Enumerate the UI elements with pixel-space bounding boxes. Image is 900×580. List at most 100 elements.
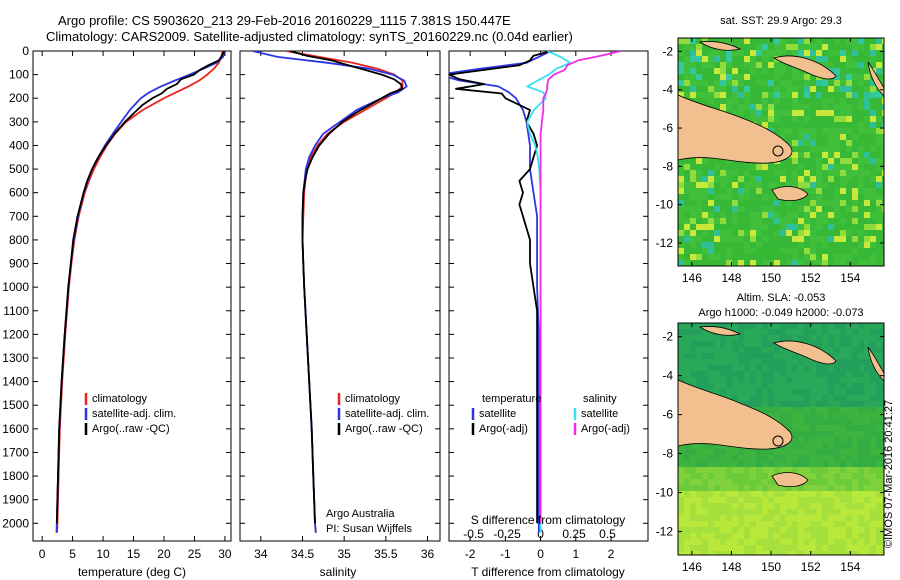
map-cell — [864, 365, 870, 371]
map-cell — [882, 134, 884, 140]
map-cell — [828, 158, 834, 164]
map-cell — [768, 188, 774, 194]
map-cell — [816, 401, 822, 407]
map-cell — [708, 230, 714, 236]
map-cell — [738, 86, 744, 92]
map-cell — [864, 110, 870, 116]
x-tick-label: 1 — [572, 547, 579, 561]
map-cell — [702, 260, 708, 266]
map-cell — [828, 365, 834, 371]
map-cell — [816, 365, 822, 371]
map-cell — [846, 212, 852, 218]
map-cell — [744, 260, 750, 266]
map-cell — [762, 347, 768, 353]
map-cell — [864, 401, 870, 407]
map-cell — [816, 341, 822, 347]
map-cell — [702, 44, 708, 50]
map-cell — [852, 467, 858, 473]
map-cell — [792, 551, 798, 555]
map-cell — [798, 455, 804, 461]
map-cell — [864, 449, 870, 455]
map-cell — [840, 347, 846, 353]
map-cell — [750, 176, 756, 182]
map-cell — [834, 230, 840, 236]
map-cell — [816, 371, 822, 377]
map-cell — [864, 341, 870, 347]
map-cell — [828, 200, 834, 206]
map-cell — [852, 329, 858, 335]
map-cell — [798, 230, 804, 236]
map-cell — [876, 413, 882, 419]
map-cell — [738, 212, 744, 218]
map-cell — [816, 230, 822, 236]
map-cell — [738, 230, 744, 236]
map-cell — [690, 230, 696, 236]
map-cell — [882, 479, 884, 485]
map-cell — [822, 62, 828, 68]
map-cell — [852, 230, 858, 236]
map-cell — [714, 164, 720, 170]
x-tick-label: -1 — [500, 547, 511, 561]
map-cell — [774, 248, 780, 254]
map-cell — [786, 212, 792, 218]
map-cell — [822, 194, 828, 200]
map-cell — [804, 182, 810, 188]
map-cell — [774, 377, 780, 383]
map-cell — [678, 467, 684, 473]
map-cell — [852, 323, 858, 329]
map-cell — [840, 128, 846, 134]
map-cell — [708, 365, 714, 371]
map-cell — [792, 110, 798, 116]
map-cell — [804, 413, 810, 419]
map-cell — [762, 98, 768, 104]
map-cell — [756, 473, 762, 479]
map-cell — [756, 401, 762, 407]
map-cell — [804, 254, 810, 260]
map-cell — [774, 413, 780, 419]
map-cell — [678, 254, 684, 260]
map-cell — [780, 248, 786, 254]
map-cell — [720, 551, 726, 555]
map-cell — [864, 395, 870, 401]
map-cell — [726, 455, 732, 461]
map-cell — [876, 347, 882, 353]
map-cell — [684, 473, 690, 479]
map-cell — [684, 353, 690, 359]
map-cell — [870, 200, 876, 206]
map-cell — [756, 407, 762, 413]
map-cell — [834, 371, 840, 377]
map-cell — [876, 104, 882, 110]
map-cell — [870, 467, 876, 473]
map-cell — [846, 527, 852, 533]
map-cell — [708, 50, 714, 56]
map-cell — [762, 503, 768, 509]
map-cell — [762, 122, 768, 128]
map-cell — [810, 194, 816, 200]
map-cell — [732, 533, 738, 539]
map-cell — [870, 122, 876, 128]
sla-map-title2: Argo h1000: -0.049 h2000: -0.073 — [698, 307, 863, 319]
map-cell — [720, 389, 726, 395]
map-cell — [690, 224, 696, 230]
map-cell — [852, 50, 858, 56]
map-cell — [864, 527, 870, 533]
map-cell — [834, 407, 840, 413]
map-cell — [810, 98, 816, 104]
map-cell — [882, 335, 884, 341]
map-cell — [822, 104, 828, 110]
map-cell — [870, 395, 876, 401]
map-cell — [762, 359, 768, 365]
map-cell — [750, 467, 756, 473]
map-cell — [792, 164, 798, 170]
map-cell — [702, 50, 708, 56]
map-cell — [792, 335, 798, 341]
map-cell — [696, 218, 702, 224]
map-cell — [816, 200, 822, 206]
map-cell — [804, 467, 810, 473]
map-cell — [846, 521, 852, 527]
map-cell — [798, 224, 804, 230]
map-cell — [696, 260, 702, 266]
map-cell — [810, 92, 816, 98]
map-cell — [852, 164, 858, 170]
map-cell — [852, 86, 858, 92]
